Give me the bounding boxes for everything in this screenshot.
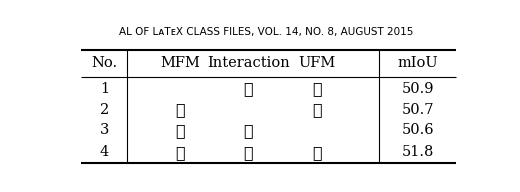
Text: UFM: UFM xyxy=(298,56,335,70)
Text: 50.6: 50.6 xyxy=(401,123,434,137)
Text: 50.7: 50.7 xyxy=(401,103,434,117)
Text: No.: No. xyxy=(92,56,118,70)
Text: ✓: ✓ xyxy=(175,144,185,161)
Text: ✓: ✓ xyxy=(312,101,322,118)
Text: 1: 1 xyxy=(100,82,109,96)
Text: Interaction: Interaction xyxy=(207,56,290,70)
Text: ✓: ✓ xyxy=(175,101,185,118)
Text: 4: 4 xyxy=(100,145,109,159)
Text: 3: 3 xyxy=(100,123,109,137)
Text: mIoU: mIoU xyxy=(397,56,438,70)
Text: AL OF LᴀTᴇX CLASS FILES, VOL. 14, NO. 8, AUGUST 2015: AL OF LᴀTᴇX CLASS FILES, VOL. 14, NO. 8,… xyxy=(119,27,414,37)
Text: ✓: ✓ xyxy=(243,122,253,139)
Text: 2: 2 xyxy=(100,103,109,117)
Text: ✓: ✓ xyxy=(312,144,322,161)
Text: ✓: ✓ xyxy=(243,80,253,97)
Text: MFM: MFM xyxy=(160,56,200,70)
Text: ✓: ✓ xyxy=(243,144,253,161)
Text: ✓: ✓ xyxy=(175,122,185,139)
Text: 51.8: 51.8 xyxy=(401,145,434,159)
Text: 50.9: 50.9 xyxy=(401,82,434,96)
Text: ✓: ✓ xyxy=(312,80,322,97)
